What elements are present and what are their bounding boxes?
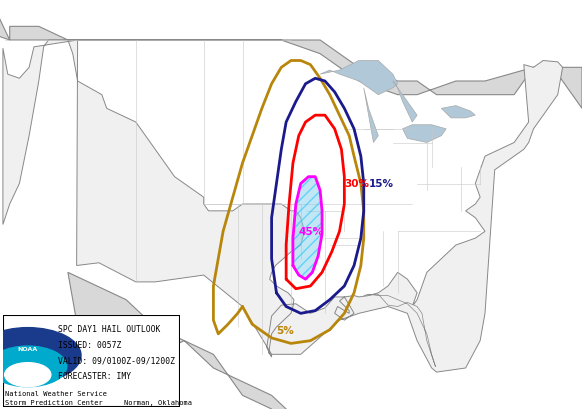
Text: 5%: 5%	[276, 325, 294, 335]
Polygon shape	[68, 273, 368, 409]
Polygon shape	[320, 61, 398, 95]
Text: VALID: 09/0100Z-09/1200Z: VALID: 09/0100Z-09/1200Z	[58, 355, 175, 364]
Text: ISSUED: 0057Z: ISSUED: 0057Z	[58, 340, 121, 349]
Text: 30%: 30%	[345, 179, 370, 189]
Text: SPC DAY1 HAIL OUTLOOK: SPC DAY1 HAIL OUTLOOK	[58, 324, 160, 333]
Polygon shape	[364, 294, 435, 367]
Text: 45%: 45%	[299, 227, 324, 237]
Polygon shape	[441, 106, 475, 119]
FancyBboxPatch shape	[3, 315, 180, 407]
Polygon shape	[0, 0, 582, 109]
Polygon shape	[364, 89, 378, 143]
Circle shape	[0, 346, 67, 387]
Polygon shape	[3, 41, 563, 372]
Text: FORECASTER: IMY: FORECASTER: IMY	[58, 371, 131, 380]
Polygon shape	[393, 82, 417, 123]
Text: National Weather Service: National Weather Service	[5, 390, 107, 396]
Circle shape	[5, 363, 51, 387]
Circle shape	[0, 328, 81, 383]
Polygon shape	[403, 126, 446, 143]
Text: Storm Prediction Center     Norman, Oklahoma: Storm Prediction Center Norman, Oklahoma	[5, 399, 191, 405]
Text: 15%: 15%	[368, 179, 393, 189]
Text: NOAA: NOAA	[17, 346, 38, 351]
